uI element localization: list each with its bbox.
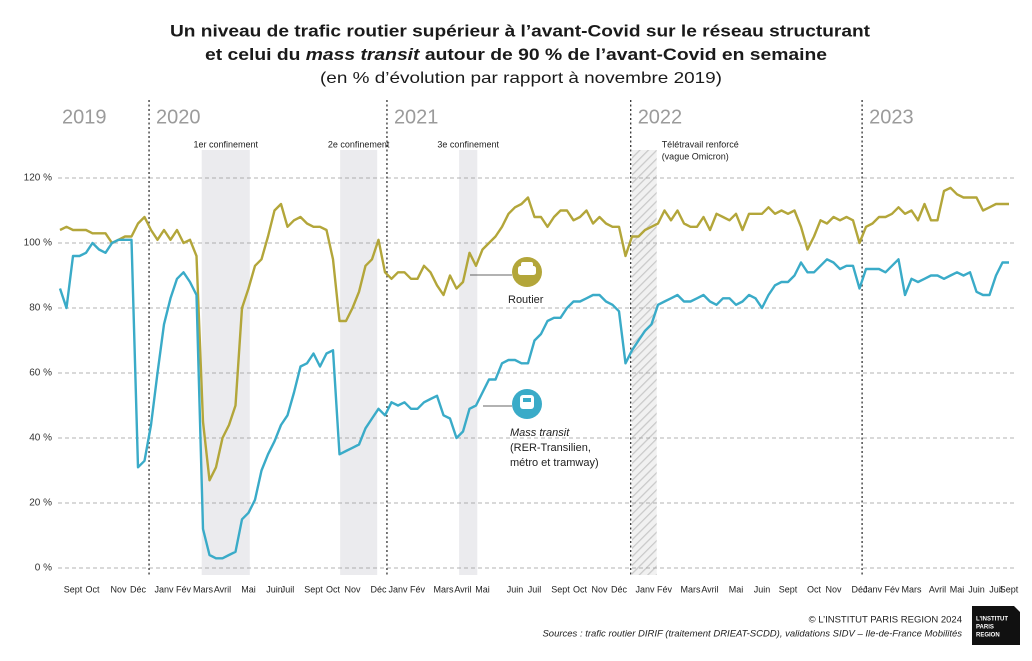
icon-car — [518, 266, 536, 275]
x-tick-label: Oct — [573, 584, 588, 594]
x-tick-label: Fév — [410, 584, 426, 594]
x-tick-label: Avril — [701, 584, 718, 594]
x-tick-label: Sept — [779, 584, 798, 594]
x-tick-label: Janv — [635, 584, 655, 594]
x-tick-label: Mai — [950, 584, 965, 594]
x-tick-label: Nov — [110, 584, 127, 594]
grid: 0 % 20 % 40 % 60 % 80 % 100 % 120 % 2019 2020 202… — [24, 100, 1019, 594]
x-tick-label: Juil — [528, 584, 542, 594]
y-tick-label: 80 % — [29, 303, 52, 314]
x-tick-label: Déc — [370, 584, 387, 594]
x-tick-label: Déc — [130, 584, 147, 594]
logo-text: L’INSTITUT — [976, 617, 1008, 623]
span-label: 1er confinement — [193, 139, 258, 149]
x-tick-label: Juil — [989, 584, 1003, 594]
x-tick-label: Sept — [1000, 584, 1019, 594]
x-tick-label: Fév — [884, 584, 900, 594]
x-tick-label: Nov — [825, 584, 842, 594]
x-tick-label: Déc — [611, 584, 628, 594]
shaded-span — [340, 150, 378, 575]
x-tick-label: Sept — [551, 584, 570, 594]
title-part: mass transit — [306, 45, 421, 64]
x-tick-label: Mars — [902, 584, 922, 594]
x-tick-label: Oct — [326, 584, 341, 594]
year-label: 2021 — [394, 106, 439, 128]
x-tick-label: Mai — [241, 584, 256, 594]
x-tick-label: Janv — [388, 584, 408, 594]
logo-box — [972, 606, 1020, 645]
x-tick-label: Sept — [64, 584, 83, 594]
x-tick-label: Mars — [681, 584, 701, 594]
chart-subtitle: (en % d’évolution par rapport à novembre… — [320, 70, 722, 87]
x-tick-label: Juil — [281, 584, 295, 594]
credit: © L’INSTITUT PARIS REGION 2024 — [809, 615, 962, 626]
year-label: 2020 — [156, 106, 201, 128]
hatched-span — [632, 150, 657, 575]
icon-train — [523, 398, 531, 402]
span-label: 3e confinement — [437, 139, 499, 149]
x-tick-label: Avril — [929, 584, 946, 594]
shaded-span — [459, 150, 478, 575]
x-tick-label: Mars — [193, 584, 213, 594]
x-tick-label: Nov — [591, 584, 608, 594]
plot: Routier Mass transit (RER-Transilien, métro… — [58, 186, 1009, 560]
icon-car — [521, 262, 533, 268]
x-tick-label: Mai — [729, 584, 744, 594]
sources: Sources : trafic routier DIRIF (traiteme… — [542, 629, 962, 640]
title-part: et celui du — [205, 45, 306, 64]
logo-text: PARIS — [976, 625, 994, 631]
y-tick-label: 40 % — [29, 433, 52, 444]
spans: 1er confinement 2e confinement 3e confinem… — [193, 139, 739, 575]
x-tick-label: Déc — [851, 584, 868, 594]
x-tick-label: Nov — [344, 584, 361, 594]
x-tick-label: Sept — [304, 584, 323, 594]
series-description: (RER-Transilien, — [510, 442, 591, 454]
x-tick-label: Janv — [154, 584, 174, 594]
series-description: métro et tramway) — [510, 457, 599, 469]
x-tick-label: Juin — [754, 584, 771, 594]
series-label: Routier — [508, 294, 544, 306]
series-line — [59, 186, 1009, 482]
year-label: 2022 — [638, 106, 683, 128]
shaded-span — [201, 150, 250, 575]
year-label: 2023 — [869, 106, 914, 128]
series-label: Mass transit — [510, 427, 570, 439]
logo: L’INSTITUT PARIS REGION — [972, 606, 1020, 645]
x-tick-label: Mai — [475, 584, 490, 594]
x-tick-label: Fév — [176, 584, 192, 594]
series-line — [58, 238, 1009, 560]
span-label: Télétravail renforcé — [662, 139, 739, 149]
span-label: (vague Omicron) — [662, 151, 729, 161]
y-tick-label: 20 % — [29, 498, 52, 509]
y-tick-label: 100 % — [24, 238, 52, 249]
x-tick-label: Avril — [454, 584, 471, 594]
x-tick-label: Fév — [657, 584, 673, 594]
y-tick-label: 120 % — [24, 173, 52, 184]
x-tick-label: Oct — [85, 584, 100, 594]
x-tick-label: Juin — [266, 584, 283, 594]
x-tick-label: Mars — [434, 584, 454, 594]
year-label: 2019 — [62, 106, 107, 128]
y-tick-label: 60 % — [29, 368, 52, 379]
y-tick-label: 0 % — [35, 563, 52, 574]
x-tick-label: Juin — [507, 584, 524, 594]
logo-text: REGION — [976, 633, 1000, 639]
x-tick-label: Juin — [968, 584, 985, 594]
chart-title: Un niveau de trafic routier supérieur à … — [170, 21, 870, 40]
chart-title-line2: et celui du mass transit autour de 90 % … — [205, 45, 827, 64]
x-tick-label: Oct — [807, 584, 822, 594]
title-part: autour de 90 % de l’avant-Covid en semai… — [419, 45, 827, 64]
x-tick-label: Janv — [863, 584, 883, 594]
span-label: 2e confinement — [328, 139, 390, 149]
x-tick-label: Avril — [214, 584, 231, 594]
